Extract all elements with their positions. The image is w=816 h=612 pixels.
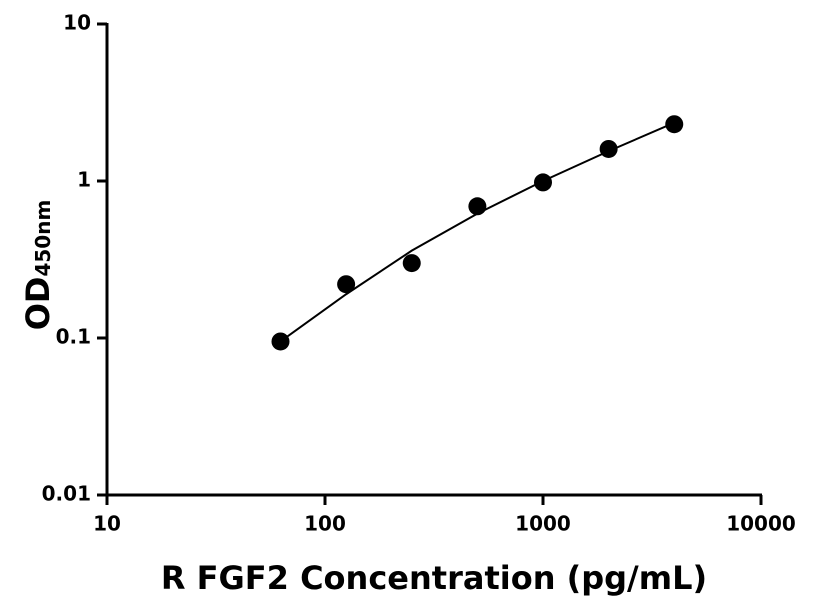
y-tick-label: 1 <box>77 168 91 192</box>
x-tick-label: 10 <box>93 512 121 536</box>
x-tick-label: 10000 <box>726 512 796 536</box>
x-tick-label: 100 <box>304 512 346 536</box>
data-point <box>402 254 421 273</box>
data-point <box>337 275 356 294</box>
y-axis-title: OD450nm <box>19 200 57 331</box>
data-point <box>665 115 684 134</box>
x-tick-label: 1000 <box>515 512 571 536</box>
data-point <box>271 332 290 351</box>
x-axis-title: R FGF2 Concentration (pg/mL) <box>161 559 707 597</box>
y-tick-label: 0.1 <box>56 325 91 349</box>
data-point <box>599 139 618 158</box>
y-tick-label: 0.01 <box>42 482 91 506</box>
fit-curve <box>279 121 675 343</box>
y-axis-title-subscript: 450nm <box>31 200 55 277</box>
data-point <box>534 173 552 192</box>
y-axis-title-main: OD <box>19 277 57 331</box>
y-tick-label: 10 <box>63 11 91 35</box>
data-point <box>468 197 487 216</box>
